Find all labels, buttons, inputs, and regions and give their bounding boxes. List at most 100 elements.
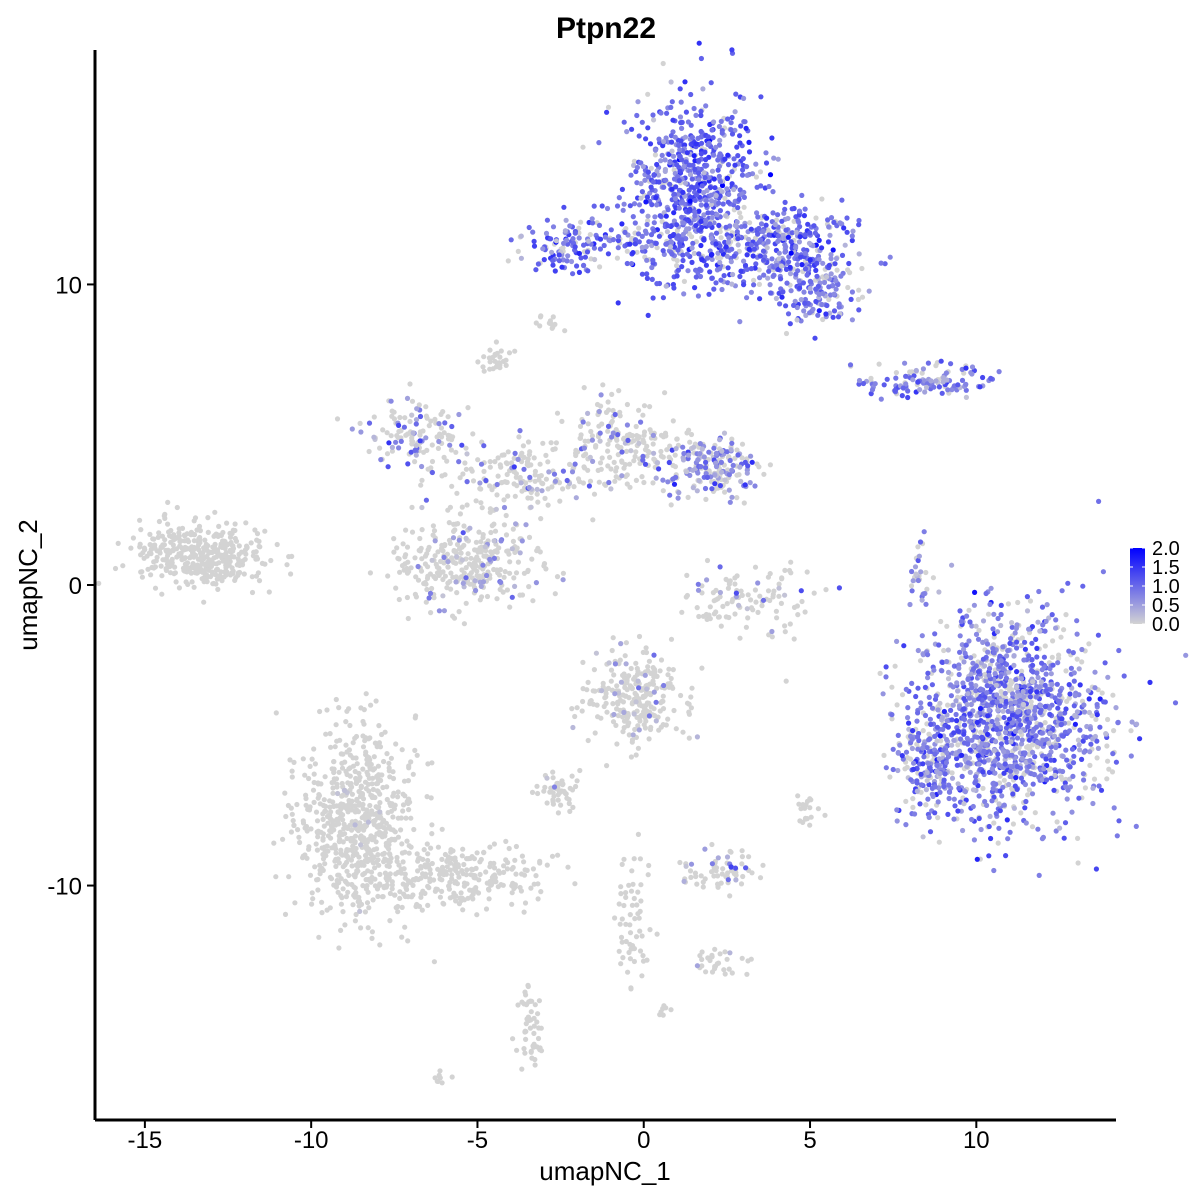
cell-point — [591, 203, 597, 209]
cell-point — [722, 156, 728, 162]
cell-point — [675, 191, 681, 197]
cell-point — [628, 888, 635, 894]
cell-point — [775, 238, 781, 244]
cell-point — [740, 167, 746, 173]
cell-point — [400, 791, 406, 797]
cell-point — [732, 581, 738, 587]
cell-point — [592, 688, 598, 694]
cell-point — [658, 657, 665, 663]
cell-point — [893, 370, 900, 376]
cell-point — [709, 952, 715, 959]
cell-point — [330, 785, 336, 791]
cell-point — [318, 829, 324, 835]
cell-point — [692, 209, 698, 215]
cell-point — [681, 163, 687, 169]
cell-point — [698, 218, 704, 224]
cell-point — [181, 556, 187, 562]
cell-point — [692, 166, 698, 172]
cell-point — [585, 438, 591, 444]
cell-point — [1032, 810, 1038, 816]
cell-point — [327, 731, 333, 737]
cell-point — [518, 233, 524, 239]
cell-point — [1105, 758, 1111, 764]
cell-point — [419, 527, 425, 533]
cell-point — [112, 565, 119, 572]
cell-point — [1047, 711, 1053, 718]
cell-point — [826, 284, 832, 290]
cell-point — [412, 715, 418, 721]
cell-point — [441, 454, 447, 460]
cell-point — [432, 575, 439, 582]
cell-point — [627, 930, 634, 936]
cell-point — [590, 220, 596, 226]
cell-point — [805, 221, 811, 227]
cell-point — [732, 455, 738, 461]
cell-point — [521, 1046, 527, 1052]
cell-point — [540, 246, 546, 252]
cell-point — [503, 532, 510, 538]
cell-point — [311, 746, 317, 752]
cell-point — [756, 267, 762, 273]
cell-point — [748, 226, 754, 232]
cell-point — [453, 867, 459, 874]
cell-point — [428, 795, 434, 801]
cell-point — [913, 693, 919, 700]
cell-point — [145, 566, 151, 572]
cell-point — [334, 816, 340, 823]
cell-point — [505, 449, 511, 455]
cell-point — [525, 439, 532, 445]
cell-point — [795, 793, 801, 799]
cell-point — [290, 818, 296, 824]
cell-point — [686, 709, 692, 715]
cell-point — [755, 214, 761, 220]
cell-point — [650, 257, 656, 263]
cell-point — [725, 265, 731, 271]
cell-point — [444, 458, 450, 464]
cell-point — [1071, 678, 1077, 684]
cell-point — [926, 694, 932, 701]
cell-point — [638, 882, 644, 888]
cell-point — [353, 911, 359, 918]
cell-point — [784, 280, 790, 286]
cell-point — [357, 835, 364, 842]
cell-point — [435, 445, 441, 451]
cell-point — [550, 314, 556, 320]
cell-point — [826, 296, 832, 303]
cell-point — [955, 742, 961, 748]
cell-point — [976, 627, 982, 634]
cell-point — [304, 828, 310, 834]
cell-point — [673, 200, 679, 206]
cell-point — [636, 225, 642, 231]
cell-point — [1005, 601, 1012, 607]
cell-point — [660, 60, 666, 67]
cell-point — [997, 773, 1003, 779]
cell-point — [531, 243, 538, 249]
cell-point — [674, 263, 680, 269]
cell-point — [431, 528, 438, 534]
cell-point — [737, 635, 743, 641]
cell-point — [489, 487, 495, 493]
cell-point — [176, 530, 182, 536]
cell-point — [538, 1025, 544, 1031]
cell-point — [1066, 720, 1072, 726]
cell-point — [900, 385, 906, 391]
cell-point — [692, 213, 698, 219]
cell-point — [179, 545, 185, 551]
cell-point — [787, 621, 793, 627]
cell-point — [715, 884, 721, 890]
cell-point — [336, 821, 342, 827]
cell-point — [700, 86, 706, 92]
cell-point — [677, 86, 683, 92]
cell-point — [550, 262, 556, 268]
cell-point — [738, 588, 744, 594]
cell-point — [958, 655, 965, 661]
cell-point — [629, 868, 635, 874]
cell-point — [721, 967, 727, 973]
cell-point — [390, 793, 396, 799]
cell-point — [543, 452, 549, 458]
cell-point — [741, 258, 747, 264]
cell-point — [669, 148, 675, 154]
cell-point — [317, 708, 323, 715]
cell-point — [548, 236, 554, 242]
